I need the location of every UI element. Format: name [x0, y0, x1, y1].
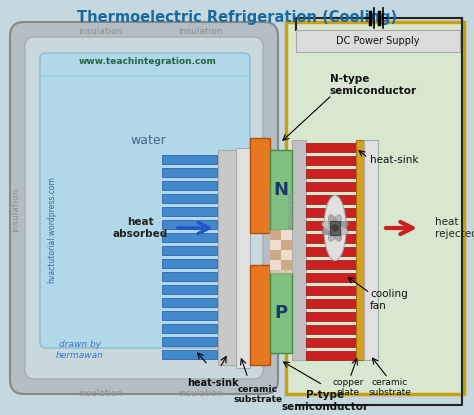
FancyBboxPatch shape — [25, 37, 263, 379]
Bar — [162, 194, 217, 203]
Bar — [281, 240, 292, 250]
Bar — [236, 148, 250, 368]
Bar — [306, 234, 356, 243]
Text: ceramic
substrate: ceramic substrate — [233, 385, 283, 404]
FancyBboxPatch shape — [10, 22, 278, 394]
Text: insulation: insulation — [178, 27, 222, 37]
Bar — [306, 208, 356, 217]
Bar — [162, 272, 217, 281]
Bar — [306, 195, 356, 204]
FancyBboxPatch shape — [40, 53, 250, 348]
Text: insulation: insulation — [11, 188, 20, 232]
Bar — [306, 182, 356, 191]
Text: drawn by
hermawan: drawn by hermawan — [56, 340, 104, 360]
Bar — [162, 181, 217, 190]
Text: heat
absorbed: heat absorbed — [112, 217, 168, 239]
Bar — [330, 221, 340, 235]
Bar — [162, 337, 217, 346]
Bar — [306, 273, 356, 282]
Text: P-type
semiconductor: P-type semiconductor — [282, 390, 369, 412]
Bar — [250, 138, 270, 233]
Bar — [218, 150, 236, 365]
Bar — [296, 30, 460, 52]
Ellipse shape — [328, 215, 342, 241]
Bar — [162, 246, 217, 255]
Text: heat
rejected: heat rejected — [435, 217, 474, 239]
Bar — [162, 259, 217, 268]
Bar — [270, 230, 281, 240]
Text: Thermoelectric Refrigeration (Cooling): Thermoelectric Refrigeration (Cooling) — [77, 10, 397, 25]
Bar — [270, 250, 281, 260]
Text: insulation: insulation — [78, 388, 122, 398]
Bar — [270, 150, 292, 230]
Bar — [281, 250, 292, 260]
Bar — [306, 325, 356, 334]
Bar — [162, 155, 217, 164]
Bar — [306, 169, 356, 178]
Text: hvactutorial.wordpress.com: hvactutorial.wordpress.com — [47, 176, 56, 283]
Text: N-type
semiconductor: N-type semiconductor — [330, 74, 417, 96]
Bar — [356, 140, 364, 360]
Ellipse shape — [324, 195, 346, 261]
Text: N: N — [273, 181, 289, 199]
Bar — [270, 230, 292, 273]
Bar — [306, 221, 356, 230]
Bar — [270, 260, 281, 270]
Bar — [162, 311, 217, 320]
Text: insulation: insulation — [265, 188, 274, 232]
Bar — [306, 247, 356, 256]
Bar — [306, 260, 356, 269]
Text: DC Power Supply: DC Power Supply — [336, 36, 420, 46]
Bar — [286, 22, 464, 394]
Bar — [270, 240, 281, 250]
Bar — [162, 324, 217, 333]
Bar — [292, 140, 306, 360]
Text: cooling
fan: cooling fan — [370, 289, 408, 311]
Ellipse shape — [328, 215, 342, 241]
Bar — [306, 143, 356, 152]
Text: insulation: insulation — [178, 388, 222, 398]
Bar — [306, 156, 356, 165]
Bar — [306, 351, 356, 360]
Bar — [306, 312, 356, 321]
Text: www.teachintegration.com: www.teachintegration.com — [79, 58, 217, 66]
Bar — [306, 286, 356, 295]
Bar — [162, 285, 217, 294]
Text: insulation: insulation — [78, 27, 122, 37]
Bar — [250, 265, 270, 365]
Text: heat-sink: heat-sink — [187, 378, 239, 388]
Bar — [162, 168, 217, 177]
Bar — [162, 233, 217, 242]
Text: copper
plate: copper plate — [332, 378, 364, 398]
Ellipse shape — [322, 221, 348, 235]
Bar — [306, 299, 356, 308]
Bar — [281, 260, 292, 270]
Bar — [270, 273, 292, 353]
Text: insulation: insulation — [286, 191, 295, 229]
Text: heat-sink: heat-sink — [370, 155, 419, 165]
Ellipse shape — [322, 221, 348, 235]
Bar — [162, 207, 217, 216]
Bar — [364, 140, 378, 360]
Bar — [162, 298, 217, 307]
Text: P: P — [274, 304, 288, 322]
Text: ceramic
substrate: ceramic substrate — [369, 378, 411, 398]
Bar — [306, 338, 356, 347]
Bar — [162, 220, 217, 229]
Bar — [281, 230, 292, 240]
Circle shape — [332, 225, 338, 231]
Text: water: water — [130, 134, 166, 146]
Bar — [162, 350, 217, 359]
